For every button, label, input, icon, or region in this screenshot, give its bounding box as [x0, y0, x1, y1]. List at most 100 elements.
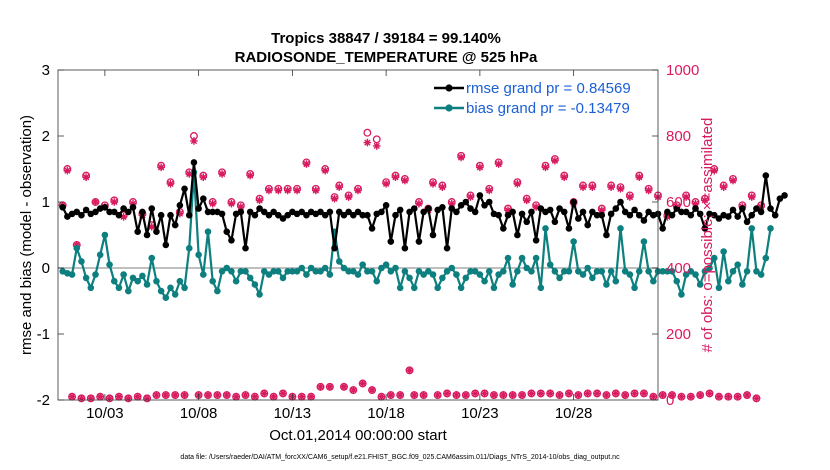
rmse-point — [504, 211, 512, 219]
bias-point — [242, 268, 249, 275]
x-tick-label: 10/03 — [86, 405, 124, 422]
rmse-point — [256, 205, 263, 212]
obs-assimilated-point — [133, 392, 142, 401]
bias-point — [270, 268, 277, 275]
rmse-point — [593, 211, 601, 219]
rmse-point — [382, 202, 390, 209]
rmse-point — [673, 205, 681, 212]
obs-assimilated-point — [752, 394, 761, 403]
obs-assimilated-point — [87, 394, 95, 403]
obs-assimilated-point — [677, 392, 686, 401]
rmse-point — [781, 192, 788, 199]
obs-assimilated-point — [180, 391, 189, 399]
bias-point — [204, 228, 212, 235]
obs-count-layer — [58, 128, 766, 403]
obs-assimilated-point — [494, 160, 503, 168]
obs-assimilated-point — [457, 153, 465, 162]
x-axis: 10/03 10/08 10/13 10/18 10/23 10/28 — [86, 70, 592, 422]
rmse-point — [715, 215, 723, 222]
bias-point — [607, 268, 615, 275]
bias-point — [635, 268, 643, 275]
obs-assimilated-point — [640, 389, 648, 398]
obs-assimilated-point — [302, 160, 311, 168]
bias-point — [626, 271, 634, 278]
obs-assimilated-point — [504, 206, 512, 215]
obs-assimilated-point — [255, 196, 264, 205]
x-axis-label: Oct.01,2014 00:00:00 start — [269, 427, 447, 444]
rmse-point — [603, 231, 610, 239]
bias-point — [762, 254, 770, 262]
bias-point — [321, 264, 329, 272]
obs-assimilated-point — [218, 170, 226, 178]
obs-assimilated-point — [340, 383, 348, 391]
obs-assimilated-point — [91, 198, 100, 206]
obs-assimilated-point — [419, 391, 428, 399]
obs-assimilated-point — [719, 183, 728, 191]
bias-point — [87, 284, 95, 292]
rmse-point — [532, 236, 540, 244]
obs-assimilated-point — [316, 383, 325, 391]
obs-assimilated-point — [635, 173, 644, 182]
rmse-point — [321, 211, 329, 219]
obs-assimilated-point — [724, 392, 733, 401]
bias-point — [78, 258, 85, 265]
obs-assimilated-point — [227, 199, 236, 208]
left-axis-label: rmse and bias (model - observation) — [18, 115, 35, 355]
obs-assimilated-point — [166, 180, 175, 188]
bias-point — [293, 268, 301, 275]
bias-point — [68, 271, 76, 278]
rmse-point — [359, 211, 366, 219]
rmse-point — [143, 231, 151, 239]
obs-assimilated-point — [480, 389, 489, 398]
bias-point — [350, 268, 357, 275]
rmse-point — [621, 208, 629, 216]
rmse-point — [762, 172, 770, 179]
obs-assimilated-point — [349, 386, 358, 394]
bias-point — [551, 268, 559, 275]
obs-assimilated-point — [63, 166, 72, 175]
bias-point — [710, 254, 718, 262]
rmse-point — [364, 211, 371, 219]
obs-assimilated-point — [579, 183, 587, 191]
rmse-point — [546, 206, 554, 214]
obs-assimilated-point — [77, 394, 86, 403]
rmse-point — [668, 211, 676, 219]
bias-point — [429, 271, 437, 278]
obs-assimilated-point — [96, 392, 104, 401]
obs-assimilated-point — [705, 389, 714, 398]
rmse-point — [237, 208, 245, 216]
obs-possible-point — [363, 128, 372, 137]
rmse-point — [265, 211, 273, 219]
rmse-point — [485, 198, 493, 206]
rmse-point — [607, 210, 615, 218]
rmse-point — [101, 203, 109, 211]
obs-assimilated-point — [715, 392, 723, 401]
bias-point — [275, 268, 282, 275]
bias-point — [143, 281, 151, 288]
rmse-point — [228, 236, 235, 244]
legend-bias-label: bias grand pr = -0.13479 — [466, 100, 630, 117]
rmse-point — [392, 211, 399, 219]
obs-assimilated-point — [701, 196, 709, 205]
obs-assimilated-point — [682, 193, 690, 201]
obs-assimilated-point — [213, 391, 222, 399]
rmse-point — [223, 228, 231, 235]
bias-point — [125, 287, 132, 295]
rmse-point — [584, 221, 591, 229]
obs-assimilated-point — [401, 176, 409, 185]
bias-point — [373, 277, 381, 285]
bias-point — [415, 268, 423, 275]
obs-assimilated-point — [326, 383, 334, 391]
bias-point — [209, 277, 216, 285]
obs-assimilated-point — [658, 391, 667, 399]
rmse-point — [640, 217, 648, 224]
obs-assimilated-point — [541, 163, 550, 172]
bias-point — [387, 268, 395, 275]
obs-assimilated-point — [555, 391, 564, 399]
obs-assimilated-point — [696, 391, 704, 399]
x-tick-label: 10/23 — [461, 405, 499, 422]
obs-assimilated-point — [396, 391, 404, 399]
right-tick-label: 0 — [666, 392, 674, 409]
rmse-point — [326, 208, 334, 216]
rmse-point — [153, 228, 160, 235]
